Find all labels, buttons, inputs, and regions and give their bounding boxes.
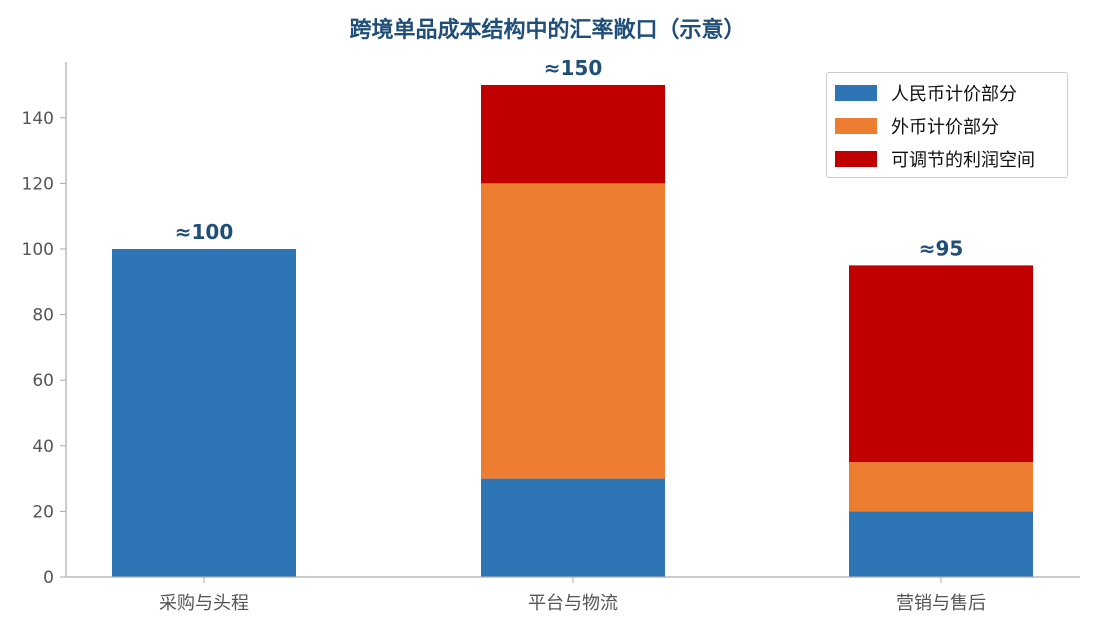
bars-layer xyxy=(112,84,1033,577)
bar-profit-1 xyxy=(481,84,665,184)
bar-rmb-0 xyxy=(112,248,296,577)
y-tick-label-3: 60 xyxy=(32,371,54,391)
legend-swatch-rmb xyxy=(835,85,877,101)
axes-layer xyxy=(60,62,1080,583)
legend-label-rmb: 人民币计价部分 xyxy=(891,84,1017,105)
bar-profit-2 xyxy=(849,265,1033,463)
legend-item-profit: 可调节的利润空间 xyxy=(835,147,1035,171)
bar-foreign-2 xyxy=(849,462,1033,512)
legend-label-profit: 可调节的利润空间 xyxy=(891,150,1035,171)
legend-item-foreign: 外币计价部分 xyxy=(835,114,999,138)
total-label-0: ≈100 xyxy=(175,220,234,244)
legend-item-rmb: 人民币计价部分 xyxy=(835,81,1017,105)
x-tick-label-2: 营销与售后 xyxy=(896,593,986,614)
bar-rmb-1 xyxy=(481,478,665,577)
labels-layer: ≈100 采购与头程 ≈150 平台与物流 ≈95 营销与售后 0 20 40 60 80 100 12… xyxy=(22,56,986,614)
bar-rmb-2 xyxy=(849,511,1033,577)
x-tick-label-1: 平台与物流 xyxy=(528,593,618,614)
x-tick-label-0: 采购与头程 xyxy=(159,593,249,614)
y-tick-label-2: 40 xyxy=(32,437,54,457)
chart-title: 跨境单品成本结构中的汇率敞口（示意） xyxy=(349,18,746,43)
y-tick-label-7: 140 xyxy=(22,109,54,129)
bar-foreign-1 xyxy=(481,183,665,479)
y-tick-label-6: 120 xyxy=(22,174,54,194)
total-label-2: ≈95 xyxy=(919,236,964,260)
legend-swatch-foreign xyxy=(835,118,877,134)
legend-swatch-profit xyxy=(835,151,877,167)
y-tick-label-0: 0 xyxy=(43,568,54,588)
legend: 人民币计价部分 外币计价部分 可调节的利润空间 xyxy=(826,72,1068,178)
y-tick-label-5: 100 xyxy=(22,240,54,260)
y-tick-label-4: 80 xyxy=(32,306,54,326)
legend-label-foreign: 外币计价部分 xyxy=(891,117,999,138)
total-label-1: ≈150 xyxy=(544,56,603,80)
y-tick-label-1: 20 xyxy=(32,502,54,522)
